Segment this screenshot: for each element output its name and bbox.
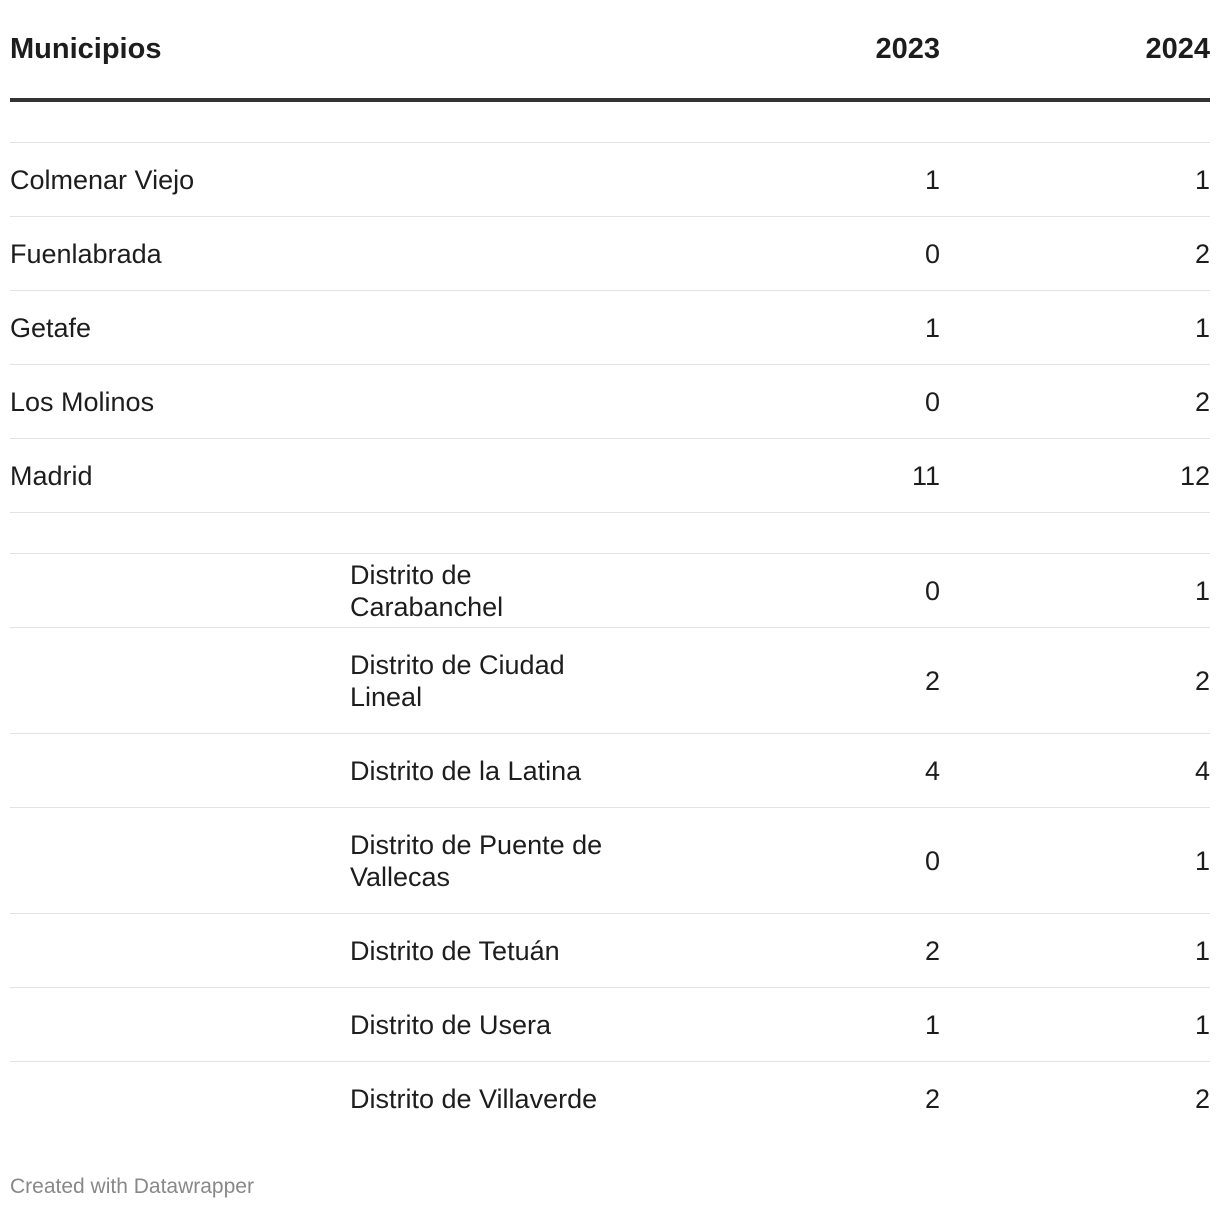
table-row: Distrito de Carabanchel 0 1 [10,553,1210,628]
municipio-cell: Fuenlabrada [10,216,350,291]
data-table: Municipios 2023 2024 Colmenar Viejo 1 1 … [10,0,1210,1135]
table-row: Distrito de Ciudad Lineal 2 2 [10,627,1210,734]
table-row: Distrito de Usera 1 1 [10,987,1210,1062]
value-2023-cell: 1 [670,290,940,365]
distrito-cell: Distrito de Ciudad Lineal [350,627,670,734]
value-2024-cell: 2 [1194,1083,1210,1114]
value-2023-cell: 0 [670,553,940,628]
municipio-cell: Getafe [10,290,350,365]
distrito-cell [350,364,670,439]
datawrapper-table: Municipios 2023 2024 Colmenar Viejo 1 1 … [10,0,1210,1198]
header-distrito [350,0,670,102]
municipio-cell [10,1062,350,1136]
value-2023-cell: 2 [924,1083,940,1114]
distrito-cell: Distrito de Puente de Vallecas [350,807,670,914]
municipio-cell [10,807,350,914]
value-2024-cell: 2 [940,216,1210,291]
distrito-cell: Distrito de la Latina [350,733,670,808]
municipio-cell [10,627,350,734]
header-row: Municipios 2023 2024 [10,0,1210,102]
distrito-cell: Distrito de Tetuán [350,913,670,988]
value-2024-cell: 12 [940,438,1210,513]
distrito-cell: Distrito de Usera [350,987,670,1062]
table-row: Distrito de Villaverde 2 2 [10,1062,1210,1136]
value-2024-cell: 1 [940,987,1210,1062]
header-2024[interactable]: 2024 [940,0,1210,102]
table-row: Distrito de Tetuán 2 1 [10,913,1210,988]
value-2024-cell: 1 [940,290,1210,365]
municipio-cell [10,553,350,628]
distrito-cell: Distrito de Villaverde [350,1083,598,1114]
value-2023-cell: 11 [670,438,940,513]
table-row: Fuenlabrada 0 2 [10,216,1210,291]
table-row: Distrito de Puente de Vallecas 0 1 [10,807,1210,914]
table-row: Madrid 11 12 [10,438,1210,513]
table-row: Getafe 1 1 [10,290,1210,365]
municipio-cell: Colmenar Viejo [10,142,350,217]
value-2024-cell: 2 [940,364,1210,439]
value-2024-cell: 2 [940,627,1210,734]
value-2024-cell: 1 [940,142,1210,217]
value-2023-cell: 0 [670,216,940,291]
municipio-cell: Madrid [10,438,350,513]
value-2023-cell: 0 [670,807,940,914]
value-2023-cell: 2 [670,627,940,734]
table-row: Colmenar Viejo 1 1 [10,142,1210,217]
distrito-cell [350,216,670,291]
value-2024-cell: 1 [940,553,1210,628]
value-2024-cell: 4 [940,733,1210,808]
header-municipios[interactable]: Municipios [10,0,350,102]
distrito-cell [350,142,670,217]
table-row: Distrito de la Latina 4 4 [10,733,1210,808]
municipio-cell: Los Molinos [10,364,350,439]
value-2023-cell: 2 [670,913,940,988]
table-row: Los Molinos 0 2 [10,364,1210,439]
value-2023-cell: 4 [670,733,940,808]
datawrapper-credit[interactable]: Created with Datawrapper [10,1175,254,1198]
municipio-cell [10,987,350,1062]
header-2023[interactable]: 2023 [670,0,940,102]
municipio-cell [10,733,350,808]
spacer-row [10,100,1210,143]
value-2024-cell: 1 [940,913,1210,988]
distrito-cell: Distrito de Carabanchel [350,553,670,628]
spacer-row [10,512,1210,554]
value-2023-cell: 1 [670,987,940,1062]
value-2023-cell: 1 [670,142,940,217]
value-2024-cell: 1 [940,807,1210,914]
distrito-cell [350,290,670,365]
distrito-cell [350,438,670,513]
value-2023-cell: 0 [670,364,940,439]
municipio-cell [10,913,350,988]
